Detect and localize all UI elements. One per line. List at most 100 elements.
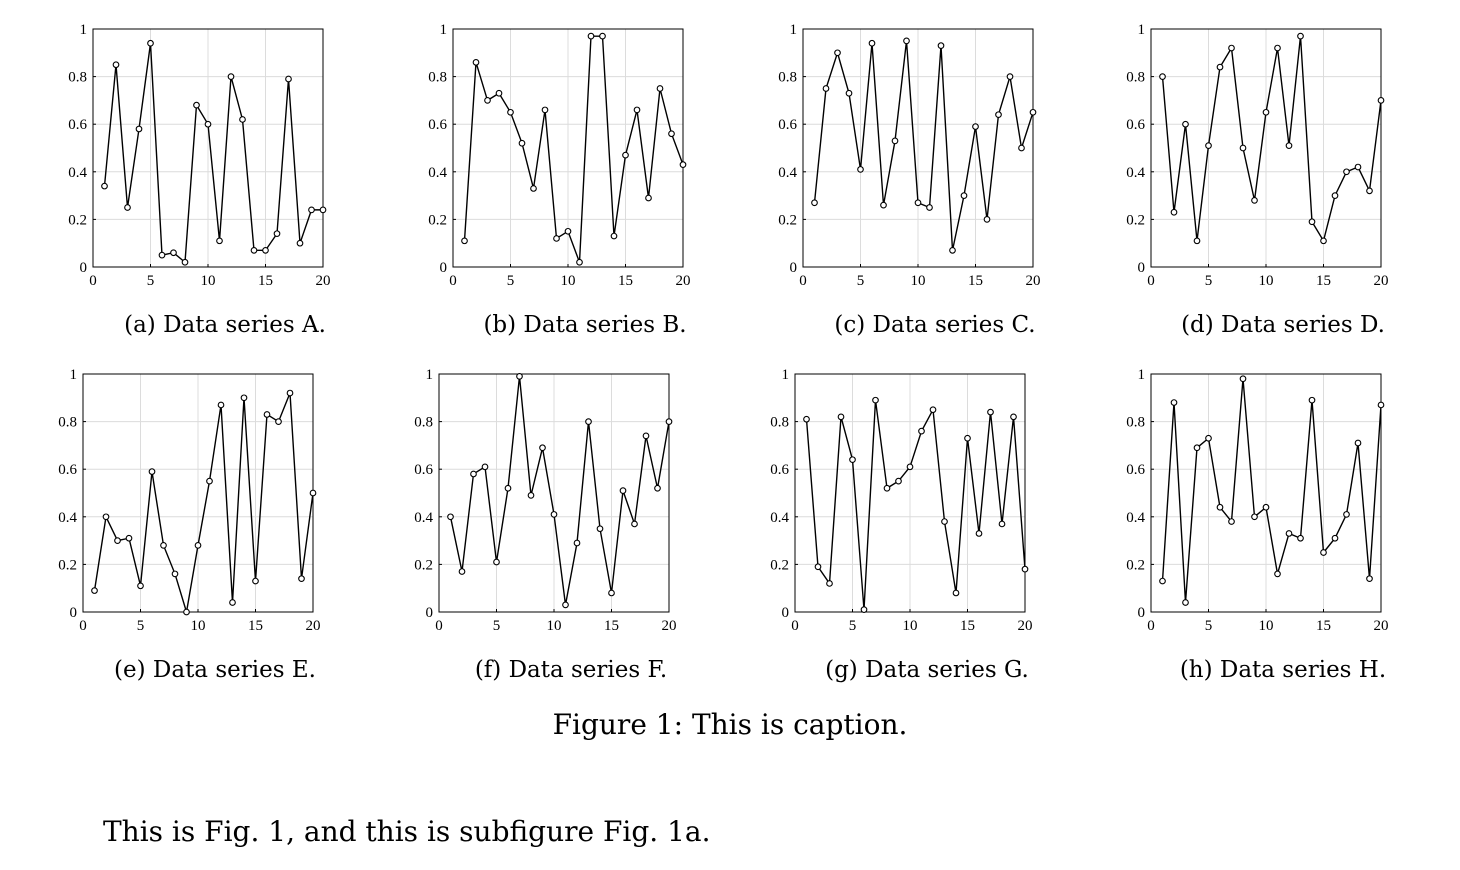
data-point — [891, 137, 899, 145]
data-point — [1170, 208, 1178, 216]
x-tick-label: 10 — [201, 273, 216, 289]
data-point — [470, 470, 477, 478]
chart-b: 0 5 10 15 20 0 0.2 0.4 0.6 0.8 1 — [428, 22, 690, 289]
data-point — [1193, 237, 1201, 245]
x-tick-label: 0 — [79, 618, 87, 634]
x-tick-label: 20 — [306, 618, 321, 634]
plot-area-d: 0 5 10 15 20 0 0.2 0.4 0.6 0.8 1 — [1126, 22, 1388, 289]
subfigure-a: 0 5 10 15 20 0 0.2 0.4 0.6 0.8 1 (a) Data series A… — [60, 12, 390, 338]
data-point — [668, 130, 675, 138]
chart-a: 0 5 10 15 20 0 0.2 0.4 0.6 0.8 1 — [68, 22, 331, 289]
subfigure-caption-a: (a) Data series A. — [124, 312, 326, 338]
figure-caption: Figure 1: This is caption. — [552, 708, 908, 741]
x-tick-label: 0 — [799, 273, 807, 289]
x-tick-label: 0 — [791, 618, 799, 634]
data-point — [952, 589, 960, 597]
y-tick-label: 0.4 — [770, 510, 789, 526]
y-tick-label: 0.2 — [68, 212, 87, 228]
data-point — [1354, 439, 1362, 447]
data-point — [1159, 73, 1166, 80]
y-tick-label: 0.2 — [428, 212, 447, 228]
x-tick-label: 20 — [1374, 273, 1389, 289]
data-point — [1343, 511, 1350, 518]
data-point — [1331, 534, 1339, 542]
x-tick-label: 15 — [968, 273, 983, 289]
data-point — [964, 434, 971, 442]
y-tick-label: 0.2 — [1126, 557, 1145, 573]
x-tick-label: 10 — [1259, 273, 1274, 289]
x-tick-label: 15 — [258, 273, 273, 289]
x-tick-label: 5 — [137, 618, 145, 634]
x-tick-label: 15 — [1316, 618, 1331, 634]
y-tick-label: 0.6 — [68, 117, 87, 133]
y-tick-label: 0.8 — [778, 70, 797, 86]
y-tick-label: 0.6 — [1126, 462, 1145, 478]
data-point — [101, 182, 108, 190]
data-point — [903, 37, 910, 45]
data-point — [656, 85, 664, 92]
data-point — [493, 558, 500, 566]
data-point — [227, 73, 235, 80]
plot-area-h: 0 5 10 15 20 0 0.2 0.4 0.6 0.8 1 — [1126, 367, 1388, 634]
data-point — [273, 230, 281, 238]
y-tick-label: 0.2 — [778, 212, 797, 228]
data-point — [472, 58, 480, 66]
series-line-g — [805, 400, 1026, 610]
subfigure-c: 0 5 10 15 20 0 0.2 0.4 0.6 0.8 1 (c) Data series C… — [770, 12, 1100, 338]
x-tick-label: 5 — [1205, 618, 1213, 634]
data-point — [541, 106, 549, 114]
data-point — [987, 408, 994, 416]
data-point — [631, 520, 638, 528]
data-point — [539, 444, 546, 452]
data-point — [1354, 163, 1362, 171]
data-point — [1262, 503, 1270, 511]
y-tick-label: 0.6 — [770, 462, 789, 478]
data-point — [553, 235, 560, 242]
data-point — [941, 518, 948, 525]
data-point — [170, 249, 177, 257]
x-tick-label: 5 — [147, 273, 155, 289]
data-point — [102, 513, 110, 521]
chart-d: 0 5 10 15 20 0 0.2 0.4 0.6 0.8 1 — [1126, 22, 1388, 289]
data-point — [642, 432, 650, 440]
subfigure-caption-g: (g) Data series G. — [825, 657, 1029, 683]
subfigure-b: 0 5 10 15 20 0 0.2 0.4 0.6 0.8 1 (b) Data series B… — [420, 12, 750, 338]
data-point — [872, 396, 879, 404]
data-point — [633, 106, 641, 114]
data-point — [516, 373, 523, 380]
x-tick-label: 20 — [316, 273, 331, 289]
data-point — [880, 201, 887, 209]
data-point — [1320, 549, 1327, 556]
data-point — [125, 534, 133, 542]
y-tick-label: 0.4 — [58, 510, 77, 526]
y-tick-label: 1 — [440, 22, 448, 38]
y-tick-label: 1 — [790, 22, 798, 38]
x-tick-label: 5 — [507, 273, 515, 289]
data-point — [573, 539, 581, 547]
y-tick-label: 0 — [70, 605, 78, 621]
y-tick-label: 0 — [1138, 260, 1146, 276]
y-tick-label: 0.2 — [414, 557, 433, 573]
data-point — [599, 32, 606, 40]
data-point — [458, 568, 466, 575]
data-point — [937, 42, 945, 50]
y-tick-label: 0.2 — [1126, 212, 1145, 228]
data-point — [137, 582, 144, 590]
subfigure-caption-c: (c) Data series C. — [834, 312, 1036, 338]
data-point — [91, 587, 98, 594]
data-point — [309, 489, 317, 497]
chart-c: 0 5 10 15 20 0 0.2 0.4 0.6 0.8 1 — [778, 22, 1040, 289]
x-tick-label: 20 — [1374, 618, 1389, 634]
data-point — [1251, 197, 1258, 204]
y-tick-label: 0 — [80, 260, 88, 276]
x-tick-label: 15 — [604, 618, 619, 634]
data-point — [803, 415, 810, 423]
series-line-e — [93, 392, 314, 613]
data-point — [447, 513, 454, 521]
y-tick-label: 1 — [80, 22, 88, 38]
data-point — [1262, 108, 1270, 116]
data-point — [1274, 570, 1281, 578]
y-tick-label: 0.2 — [58, 557, 77, 573]
data-point — [1377, 401, 1385, 409]
data-point — [484, 97, 491, 104]
